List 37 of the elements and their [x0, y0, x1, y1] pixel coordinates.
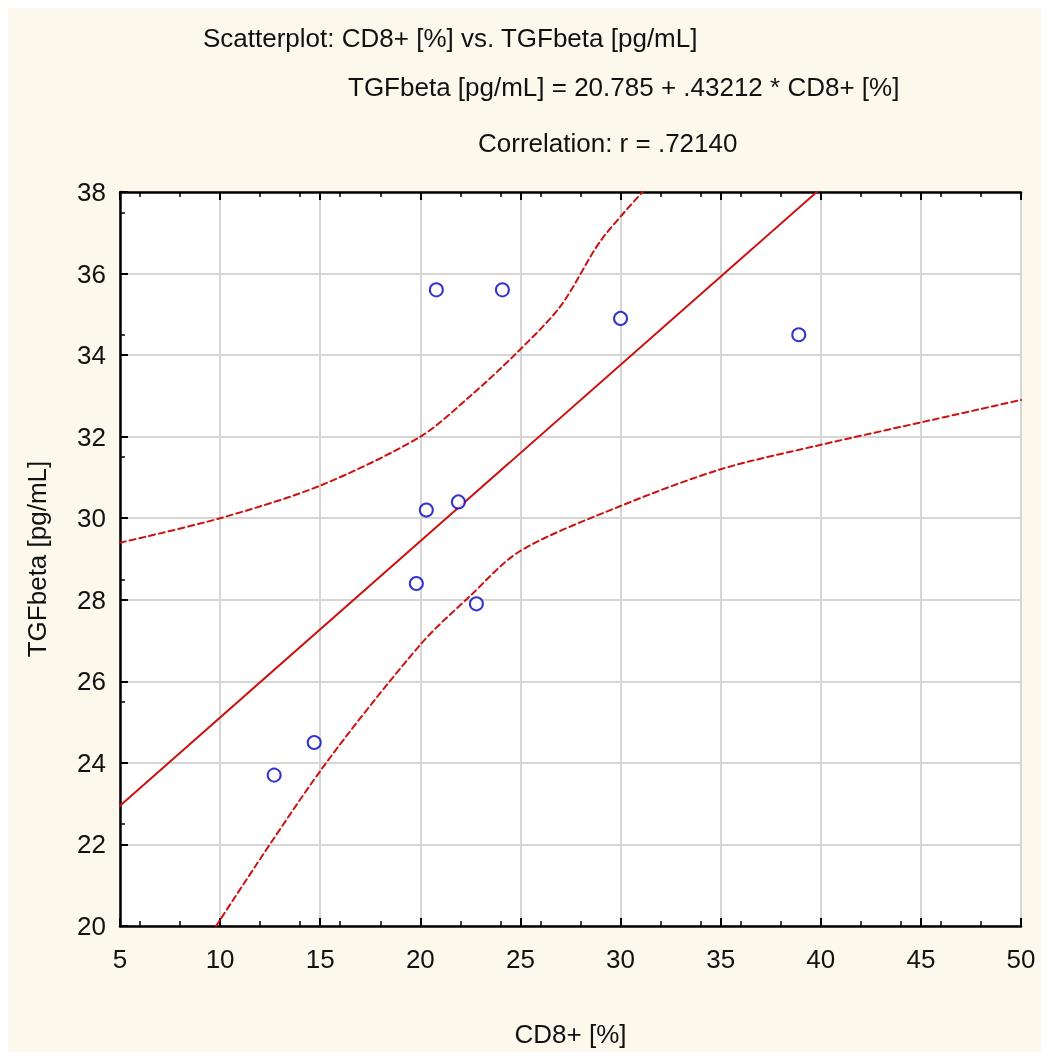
- x-axis-title: CD8+ [%]: [514, 1019, 627, 1049]
- point: [408, 575, 424, 591]
- point: [418, 502, 434, 518]
- y-tick-label: 26: [77, 666, 106, 697]
- x-tick-label: 35: [706, 944, 736, 974]
- text: TGFbeta [pg/mL] = 20.785 + .43212 * CD8+ [%]: [348, 72, 900, 102]
- y-tick-label: 34: [77, 340, 106, 371]
- point: [613, 310, 629, 326]
- y-tick-label: 32: [77, 421, 106, 452]
- line-series: [215, 398, 1022, 927]
- x-tick-label: 15: [305, 944, 335, 974]
- x-tick-label: 40: [806, 944, 836, 974]
- point: [494, 282, 510, 298]
- line-series: [119, 191, 644, 544]
- x-tick-label: 25: [505, 944, 535, 974]
- y-tick-label: 22: [77, 829, 106, 860]
- x-tick-label: 20: [405, 944, 435, 974]
- chart-title: Scatterplot: CD8+ [%] vs. TGFbeta [pg/mL]: [203, 23, 698, 53]
- y-tick-label: 30: [77, 503, 106, 534]
- point: [428, 282, 444, 298]
- x-tick-label: 10: [205, 944, 235, 974]
- point: [791, 327, 807, 343]
- y-tick-label: 20: [77, 911, 106, 941]
- y-tick-label: 24: [77, 747, 106, 778]
- y-tick-label: 36: [77, 258, 106, 289]
- point: [468, 596, 484, 612]
- x-tick-label: 50: [1006, 944, 1036, 974]
- point: [450, 494, 466, 510]
- y-axis-title: TGFbeta [pg/mL]: [22, 460, 52, 658]
- x-tick-label: 45: [906, 944, 936, 974]
- y-tick-label: 28: [77, 584, 106, 615]
- point: [266, 767, 282, 783]
- point: [306, 735, 322, 750]
- x-tick-label: 5: [112, 944, 128, 974]
- x-tick-label: 30: [606, 944, 636, 974]
- y-tick-label: 38: [77, 177, 106, 207]
- text: Correlation: r = .72140: [478, 128, 738, 158]
